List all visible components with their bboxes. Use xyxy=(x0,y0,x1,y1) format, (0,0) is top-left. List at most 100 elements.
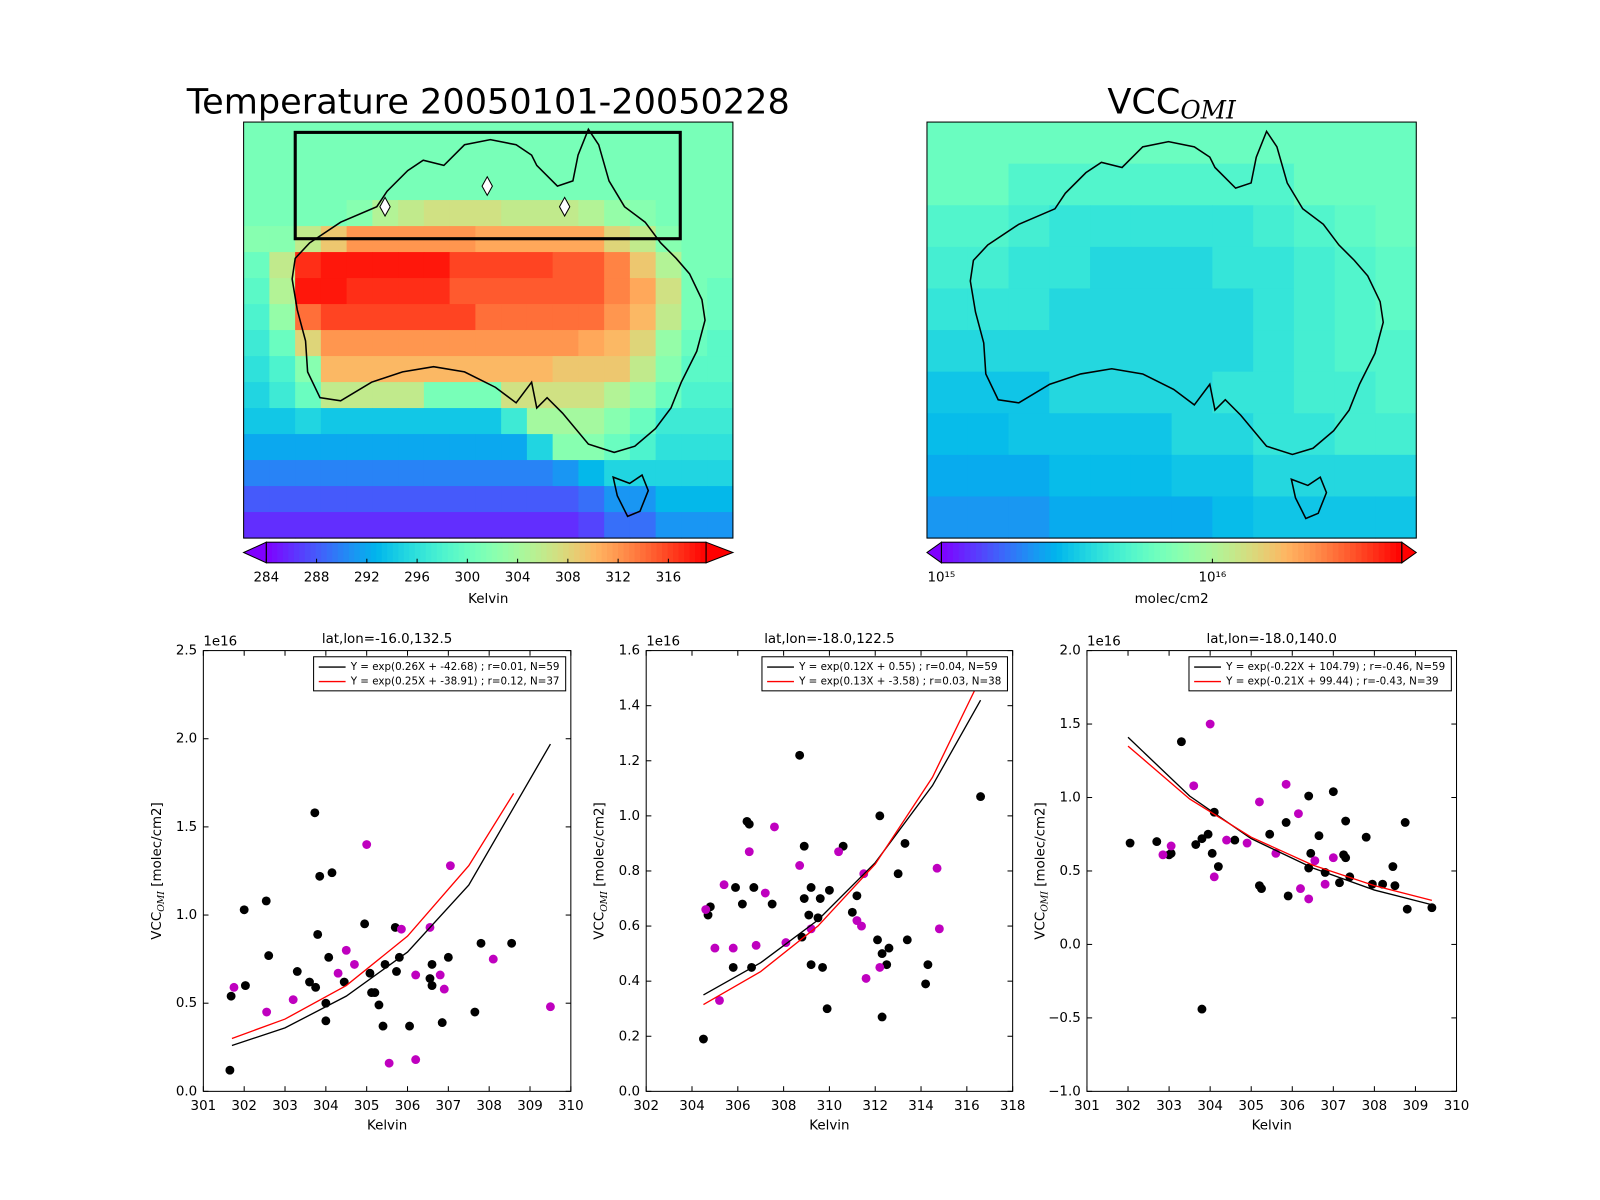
colorbar-segment xyxy=(376,542,383,563)
scatter-point xyxy=(934,924,944,934)
heat-cell xyxy=(1049,454,1091,497)
heat-cell xyxy=(501,356,528,383)
heat-cell xyxy=(604,356,631,383)
y-label-suffix: [molec/cm2] xyxy=(593,802,608,891)
heat-cell xyxy=(346,486,373,513)
fit-line xyxy=(703,699,982,996)
colorbar-segment xyxy=(1200,542,1207,563)
x-tick-label: 302 xyxy=(633,1099,659,1114)
colorbar-segment xyxy=(1154,542,1161,563)
colorbar-segment xyxy=(475,542,482,563)
heat-cell xyxy=(1090,288,1132,331)
site-marker xyxy=(379,196,391,218)
colorbar-segment xyxy=(684,542,691,563)
scatter-point xyxy=(699,1034,708,1044)
scatter-point xyxy=(435,970,445,980)
heat-cell xyxy=(655,122,682,149)
heat-cell xyxy=(926,288,969,331)
heat-cell xyxy=(423,174,451,201)
heat-cell xyxy=(243,512,270,539)
colorbar-segment xyxy=(1378,542,1386,563)
scatter-point xyxy=(824,885,834,895)
colorbar-segment xyxy=(431,542,438,563)
heat-cell xyxy=(1049,413,1091,456)
heat-cell xyxy=(398,460,425,487)
heat-cell xyxy=(243,226,270,253)
y-tick-label: 1.2 xyxy=(619,754,640,769)
heat-cell xyxy=(629,252,657,279)
heat-cell xyxy=(449,122,476,149)
x-axis-label: Kelvin xyxy=(1252,1118,1292,1133)
heat-cell xyxy=(346,122,373,149)
colorbar-segment xyxy=(387,542,394,563)
heat-cell xyxy=(1253,205,1295,248)
colorbar-segment xyxy=(964,542,971,563)
scatter-point xyxy=(806,883,816,892)
colorbar-segment xyxy=(1390,542,1397,563)
heat-cell xyxy=(604,200,631,227)
colorbar-segment xyxy=(629,542,636,563)
heat-cell xyxy=(449,356,476,383)
x-tick-label: 308 xyxy=(476,1099,502,1114)
map-title: VCCOMI xyxy=(1107,81,1237,124)
y-tick-label: 0.5 xyxy=(176,996,197,1011)
colorbar-segment xyxy=(1177,542,1184,563)
heat-cell xyxy=(320,174,348,201)
colorbar-segment xyxy=(1321,542,1328,563)
colorbar-segment xyxy=(414,542,421,563)
site-markers xyxy=(379,175,571,218)
colorbar-segment xyxy=(1091,542,1098,563)
scatter-point xyxy=(1203,829,1213,839)
colorbar-segment xyxy=(1131,542,1138,563)
heat-cell xyxy=(578,408,605,435)
heat-cell xyxy=(1171,413,1213,456)
heat-cell xyxy=(449,304,476,331)
heat-cell xyxy=(707,148,734,175)
scatter-point xyxy=(1378,879,1388,889)
colorbar-segment xyxy=(508,542,515,563)
heat-cell xyxy=(526,460,554,487)
colorbar-segment xyxy=(436,542,443,563)
heat-cell xyxy=(243,122,270,149)
colorbar-segment xyxy=(315,542,322,563)
heat-cell xyxy=(372,382,399,409)
heat-cell xyxy=(320,486,348,513)
colorbar-segment xyxy=(447,542,454,563)
heat-cell xyxy=(707,278,734,305)
scatter-point xyxy=(1310,856,1320,866)
heat-cell xyxy=(398,278,425,305)
heat-cell xyxy=(1130,454,1173,497)
heat-cell xyxy=(552,486,579,513)
colorbar-tick-label: 10¹⁵ xyxy=(928,570,956,585)
heat-cell xyxy=(707,226,734,253)
heat-cell xyxy=(655,278,682,305)
x-tick-label: 306 xyxy=(395,1099,421,1114)
offset-label: 1e16 xyxy=(1087,634,1121,649)
scatter-point xyxy=(488,954,498,964)
heat-cell xyxy=(423,460,451,487)
colorbar-segment xyxy=(266,542,273,563)
scatter-point xyxy=(1166,841,1176,851)
heat-cell xyxy=(501,252,528,279)
title-main: Temperature 20050101-20050228 xyxy=(186,81,790,122)
heat-cell xyxy=(320,356,348,383)
scatter-point xyxy=(1367,879,1377,889)
heat-cell xyxy=(269,122,296,149)
scatter-point xyxy=(1152,837,1162,847)
colorbar-segment xyxy=(282,542,289,563)
heat-cell xyxy=(655,252,682,279)
heat-cell xyxy=(1375,246,1417,289)
axes-frame xyxy=(645,650,1014,1092)
heat-cell xyxy=(475,512,502,539)
colorbar-segment xyxy=(1350,542,1357,563)
heat-cell xyxy=(243,434,270,461)
heat-cell xyxy=(449,460,476,487)
heat-cell xyxy=(681,200,708,227)
heat-cell xyxy=(372,278,399,305)
colorbar-segment xyxy=(1102,542,1109,563)
heat-cell xyxy=(604,122,631,149)
scatter-point xyxy=(476,938,486,948)
heat-cell xyxy=(475,304,502,331)
scatter-point xyxy=(834,847,844,857)
